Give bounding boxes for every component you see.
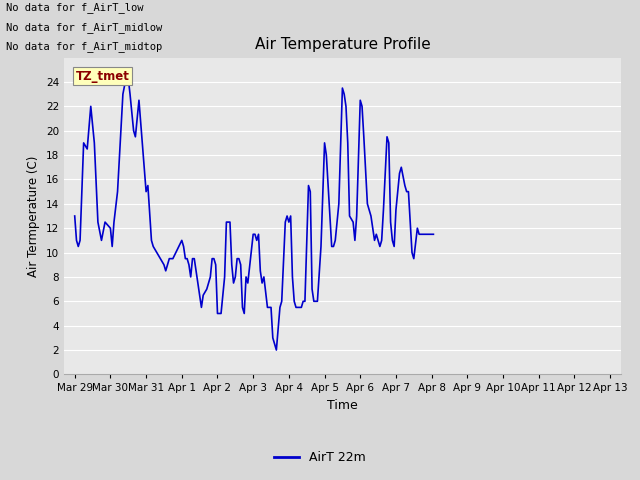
X-axis label: Time: Time bbox=[327, 399, 358, 412]
Legend: AirT 22m: AirT 22m bbox=[269, 446, 371, 469]
Text: No data for f_AirT_midlow: No data for f_AirT_midlow bbox=[6, 22, 163, 33]
Text: No data for f_AirT_midtop: No data for f_AirT_midtop bbox=[6, 41, 163, 52]
Y-axis label: Air Termperature (C): Air Termperature (C) bbox=[28, 156, 40, 276]
Title: Air Temperature Profile: Air Temperature Profile bbox=[255, 37, 430, 52]
Text: No data for f_AirT_low: No data for f_AirT_low bbox=[6, 2, 144, 13]
Text: TZ_tmet: TZ_tmet bbox=[76, 70, 129, 83]
